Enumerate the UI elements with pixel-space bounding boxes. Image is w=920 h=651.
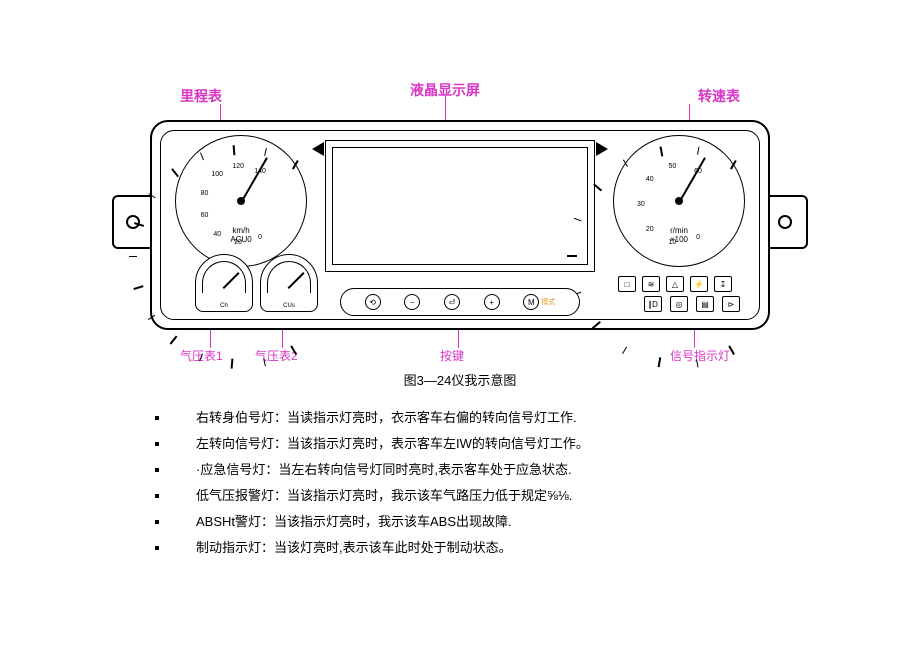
indicator-description-list: 右转身伯号灯：当读指示灯亮时，衣示客车右偏的转向信号灯工作. 左转向信号灯：当该…	[20, 407, 900, 560]
indicator-row-lower: ∥D ◎ ▤ ⊳	[644, 296, 740, 312]
turn-left-icon	[312, 142, 324, 156]
button-row: ⟲ − ⏎ + M模式	[340, 288, 580, 316]
indicator-description-item: ABSHt警灯：当该指示灯亮时，我示该车ABS出现故障.	[170, 511, 900, 533]
panel-button-label: 模式	[541, 297, 555, 307]
tach-sub: ×100	[670, 235, 688, 244]
tachometer-gauge: 0102030405060 r/min ×100	[613, 135, 745, 267]
lcd-screen	[325, 140, 595, 272]
indicator-lamp-icon: ≋	[642, 276, 660, 292]
mount-right-icon	[766, 195, 808, 249]
indicator-lamp-icon: ↧	[714, 276, 732, 292]
panel-button[interactable]: M	[523, 294, 539, 310]
indicator-description-item: 左转向信号灯：当该指示灯亮时，表示客车左IW的转向信号灯工作。	[170, 433, 900, 455]
indicator-lamp-icon: △	[666, 276, 684, 292]
label-tachometer: 转速表	[698, 86, 740, 106]
indicator-lamp-icon: ▤	[696, 296, 714, 312]
speed-unit: km/h	[232, 226, 249, 235]
pressure-gauge-1: Ch	[195, 254, 253, 312]
indicator-lamp-icon: ◎	[670, 296, 688, 312]
indicator-description-item: 右转身伯号灯：当读指示灯亮时，衣示客车右偏的转向信号灯工作.	[170, 407, 900, 429]
indicator-lamp-icon: ⚡	[690, 276, 708, 292]
figure-caption: 图3—24仪我示意图	[20, 370, 900, 389]
tach-unit: r/min	[670, 226, 688, 235]
press2-unit: CUs	[261, 303, 317, 309]
label-indicators: 信号指示灯	[670, 347, 730, 364]
indicator-description-item: 低气压报警灯：当该指示灯亮时，我示该车气路压力低于规定⅝⅛.	[170, 485, 900, 507]
panel-button[interactable]: +	[484, 294, 500, 310]
indicator-lamp-icon: ∥D	[644, 296, 662, 312]
label-press2: 气压表2	[255, 347, 298, 364]
mount-left-icon	[112, 195, 154, 249]
lcd-text	[333, 148, 587, 264]
speed-sub: ACU0	[230, 235, 251, 244]
indicator-row-upper: □ ≋ △ ⚡ ↧	[618, 276, 732, 292]
indicator-lamp-icon: □	[618, 276, 636, 292]
label-odometer: 里程表	[180, 86, 222, 106]
turn-right-icon	[596, 142, 608, 156]
label-buttons: 按键	[440, 347, 464, 364]
panel-button[interactable]: ⟲	[365, 294, 381, 310]
panel-button[interactable]: −	[404, 294, 420, 310]
indicator-description-item: ·应急信号灯：当左右转向信号灯同时亮时,表示客车处于应急状态.	[170, 459, 900, 481]
indicator-lamp-icon: ⊳	[722, 296, 740, 312]
dashboard-diagram: 里程表 液晶显示屏 转速表 气压表1 气压表2 按键 信号指示灯 0204	[110, 80, 810, 360]
indicator-description-item: 制动指示灯：当该灯亮时,表示该车此时处于制动状态。	[170, 537, 900, 559]
panel-button[interactable]: ⏎	[444, 294, 460, 310]
speedometer-gauge: 020406080100120140 km/h ACU0	[175, 135, 307, 267]
pressure-gauge-2: CUs	[260, 254, 318, 312]
press1-unit: Ch	[196, 303, 252, 309]
